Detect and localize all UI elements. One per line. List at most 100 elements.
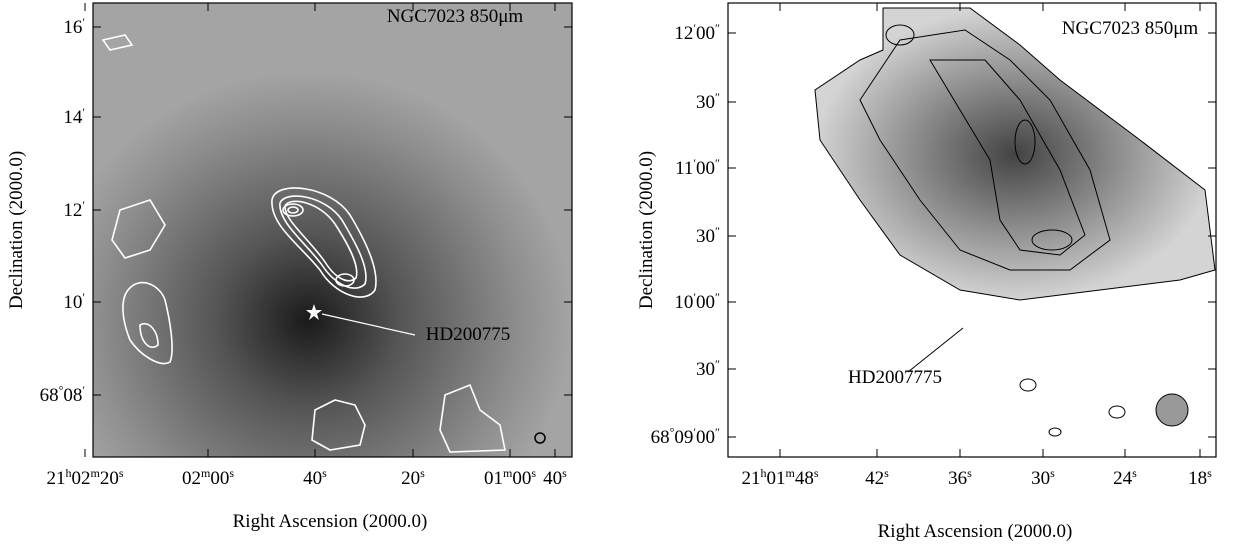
x-tick-label: 02m00s (182, 466, 234, 489)
x-tick-label: 40s (543, 466, 567, 489)
label-part: s (119, 466, 124, 480)
label-part: 48 (795, 468, 814, 489)
label-part: ′ (693, 156, 696, 170)
y-tick-label: 68°08′ (40, 383, 86, 406)
y-tick-label: 30″ (696, 224, 720, 247)
label-part: 30 (696, 359, 715, 380)
label-part: s (1132, 466, 1137, 480)
star-label: HD200775 (426, 324, 510, 345)
label-part: 36 (948, 468, 967, 489)
right-panel (727, 2, 1217, 458)
label-part: 40 (543, 468, 562, 489)
left-panel (92, 2, 573, 458)
y-tick-label: 10′ (63, 290, 85, 313)
label-part: ′ (82, 290, 85, 304)
label-part: 68 (651, 427, 670, 448)
label-part: 00 (696, 292, 715, 313)
label-part: ″ (715, 156, 720, 170)
label-part: m (201, 466, 211, 480)
x-tick-label: 21h02m20s (46, 466, 123, 489)
label-part: 16 (63, 17, 82, 38)
label-part: 20 (401, 468, 420, 489)
label-part: s (229, 466, 234, 480)
label-part: 00 (696, 427, 715, 448)
y-tick-label: 12′00″ (674, 21, 720, 44)
label-part: 30 (1031, 468, 1050, 489)
label-part: ″ (715, 224, 720, 238)
star-marker (306, 304, 322, 320)
label-part: ′ (693, 290, 696, 304)
optical-image (93, 3, 572, 457)
x-tick-label: 20s (401, 466, 425, 489)
label-part: s (967, 466, 972, 480)
label-part: s (562, 466, 567, 480)
x-tick-label: 42s (865, 466, 889, 489)
x-tick-label: 21h01m48s (741, 466, 818, 489)
label-part: s (322, 466, 327, 480)
label-part: 00 (696, 23, 715, 44)
label-part: 42 (865, 468, 884, 489)
label-part: 09 (674, 427, 693, 448)
y-tick-label: 68°09′00″ (651, 425, 720, 448)
x-tick-label: 40s (303, 466, 327, 489)
label-part: 02 (182, 468, 201, 489)
label-part: ″ (715, 90, 720, 104)
label-part: s (814, 466, 819, 480)
label-part: 30 (696, 92, 715, 113)
y-tick-label: 30″ (696, 90, 720, 113)
label-part: m (90, 466, 100, 480)
label-part: 02 (71, 468, 90, 489)
frame (92, 2, 573, 458)
label-part: ′ (82, 383, 85, 397)
contours (101, 34, 506, 453)
y-axis-title: Declination (2000.0) (6, 151, 27, 309)
label-part: 10 (63, 292, 82, 313)
label-part: 21 (46, 468, 65, 489)
label-part: 12 (674, 23, 693, 44)
annotation: NGC7023 850μm (1062, 18, 1199, 39)
label-part: 30 (696, 226, 715, 247)
label-part: ′ (82, 198, 85, 212)
label-part: 68 (40, 385, 59, 406)
label-part: 14 (63, 107, 83, 128)
label-part: ″ (715, 21, 720, 35)
label-part: ′ (82, 15, 85, 29)
label-part: s (1050, 466, 1055, 480)
label-part: 10 (674, 292, 693, 313)
label-part: h (760, 466, 766, 480)
label-part: ′ (693, 21, 696, 35)
label-part: 18 (1188, 468, 1207, 489)
x-axis-title: Right Ascension (2000.0) (233, 511, 428, 532)
label-part: 00 (210, 468, 229, 489)
label-part: 12 (63, 200, 82, 221)
label-part: 11 (675, 158, 693, 179)
label-part: ″ (715, 357, 720, 371)
label-part: m (785, 466, 795, 480)
label-part: ′ (82, 105, 85, 119)
y-tick-label: 30″ (696, 357, 720, 380)
annotation: NGC7023 850μm (387, 6, 524, 27)
label-part: 24 (1113, 468, 1133, 489)
y-axis-title: Declination (2000.0) (636, 151, 657, 309)
star-label: HD2007775 (848, 367, 942, 388)
dust-map (815, 8, 1215, 300)
y-tick-label: 16′ (63, 15, 85, 38)
label-part: m (503, 466, 513, 480)
label-part: 00 (696, 158, 715, 179)
x-tick-label: 24s (1113, 466, 1137, 489)
y-tick-label: 11′00″ (675, 156, 720, 179)
label-part: 20 (100, 468, 119, 489)
frame (727, 2, 1217, 458)
label-part: s (1207, 466, 1212, 480)
label-part: s (531, 466, 536, 480)
label-part: 01 (766, 468, 785, 489)
label-part: s (884, 466, 889, 480)
label-part: 01 (484, 468, 503, 489)
label-part: s (420, 466, 425, 480)
label-part: 08 (63, 385, 82, 406)
x-tick-label: 36s (948, 466, 972, 489)
label-part: h (65, 466, 71, 480)
label-part: 21 (741, 468, 760, 489)
y-tick-label: 14′ (63, 105, 85, 128)
